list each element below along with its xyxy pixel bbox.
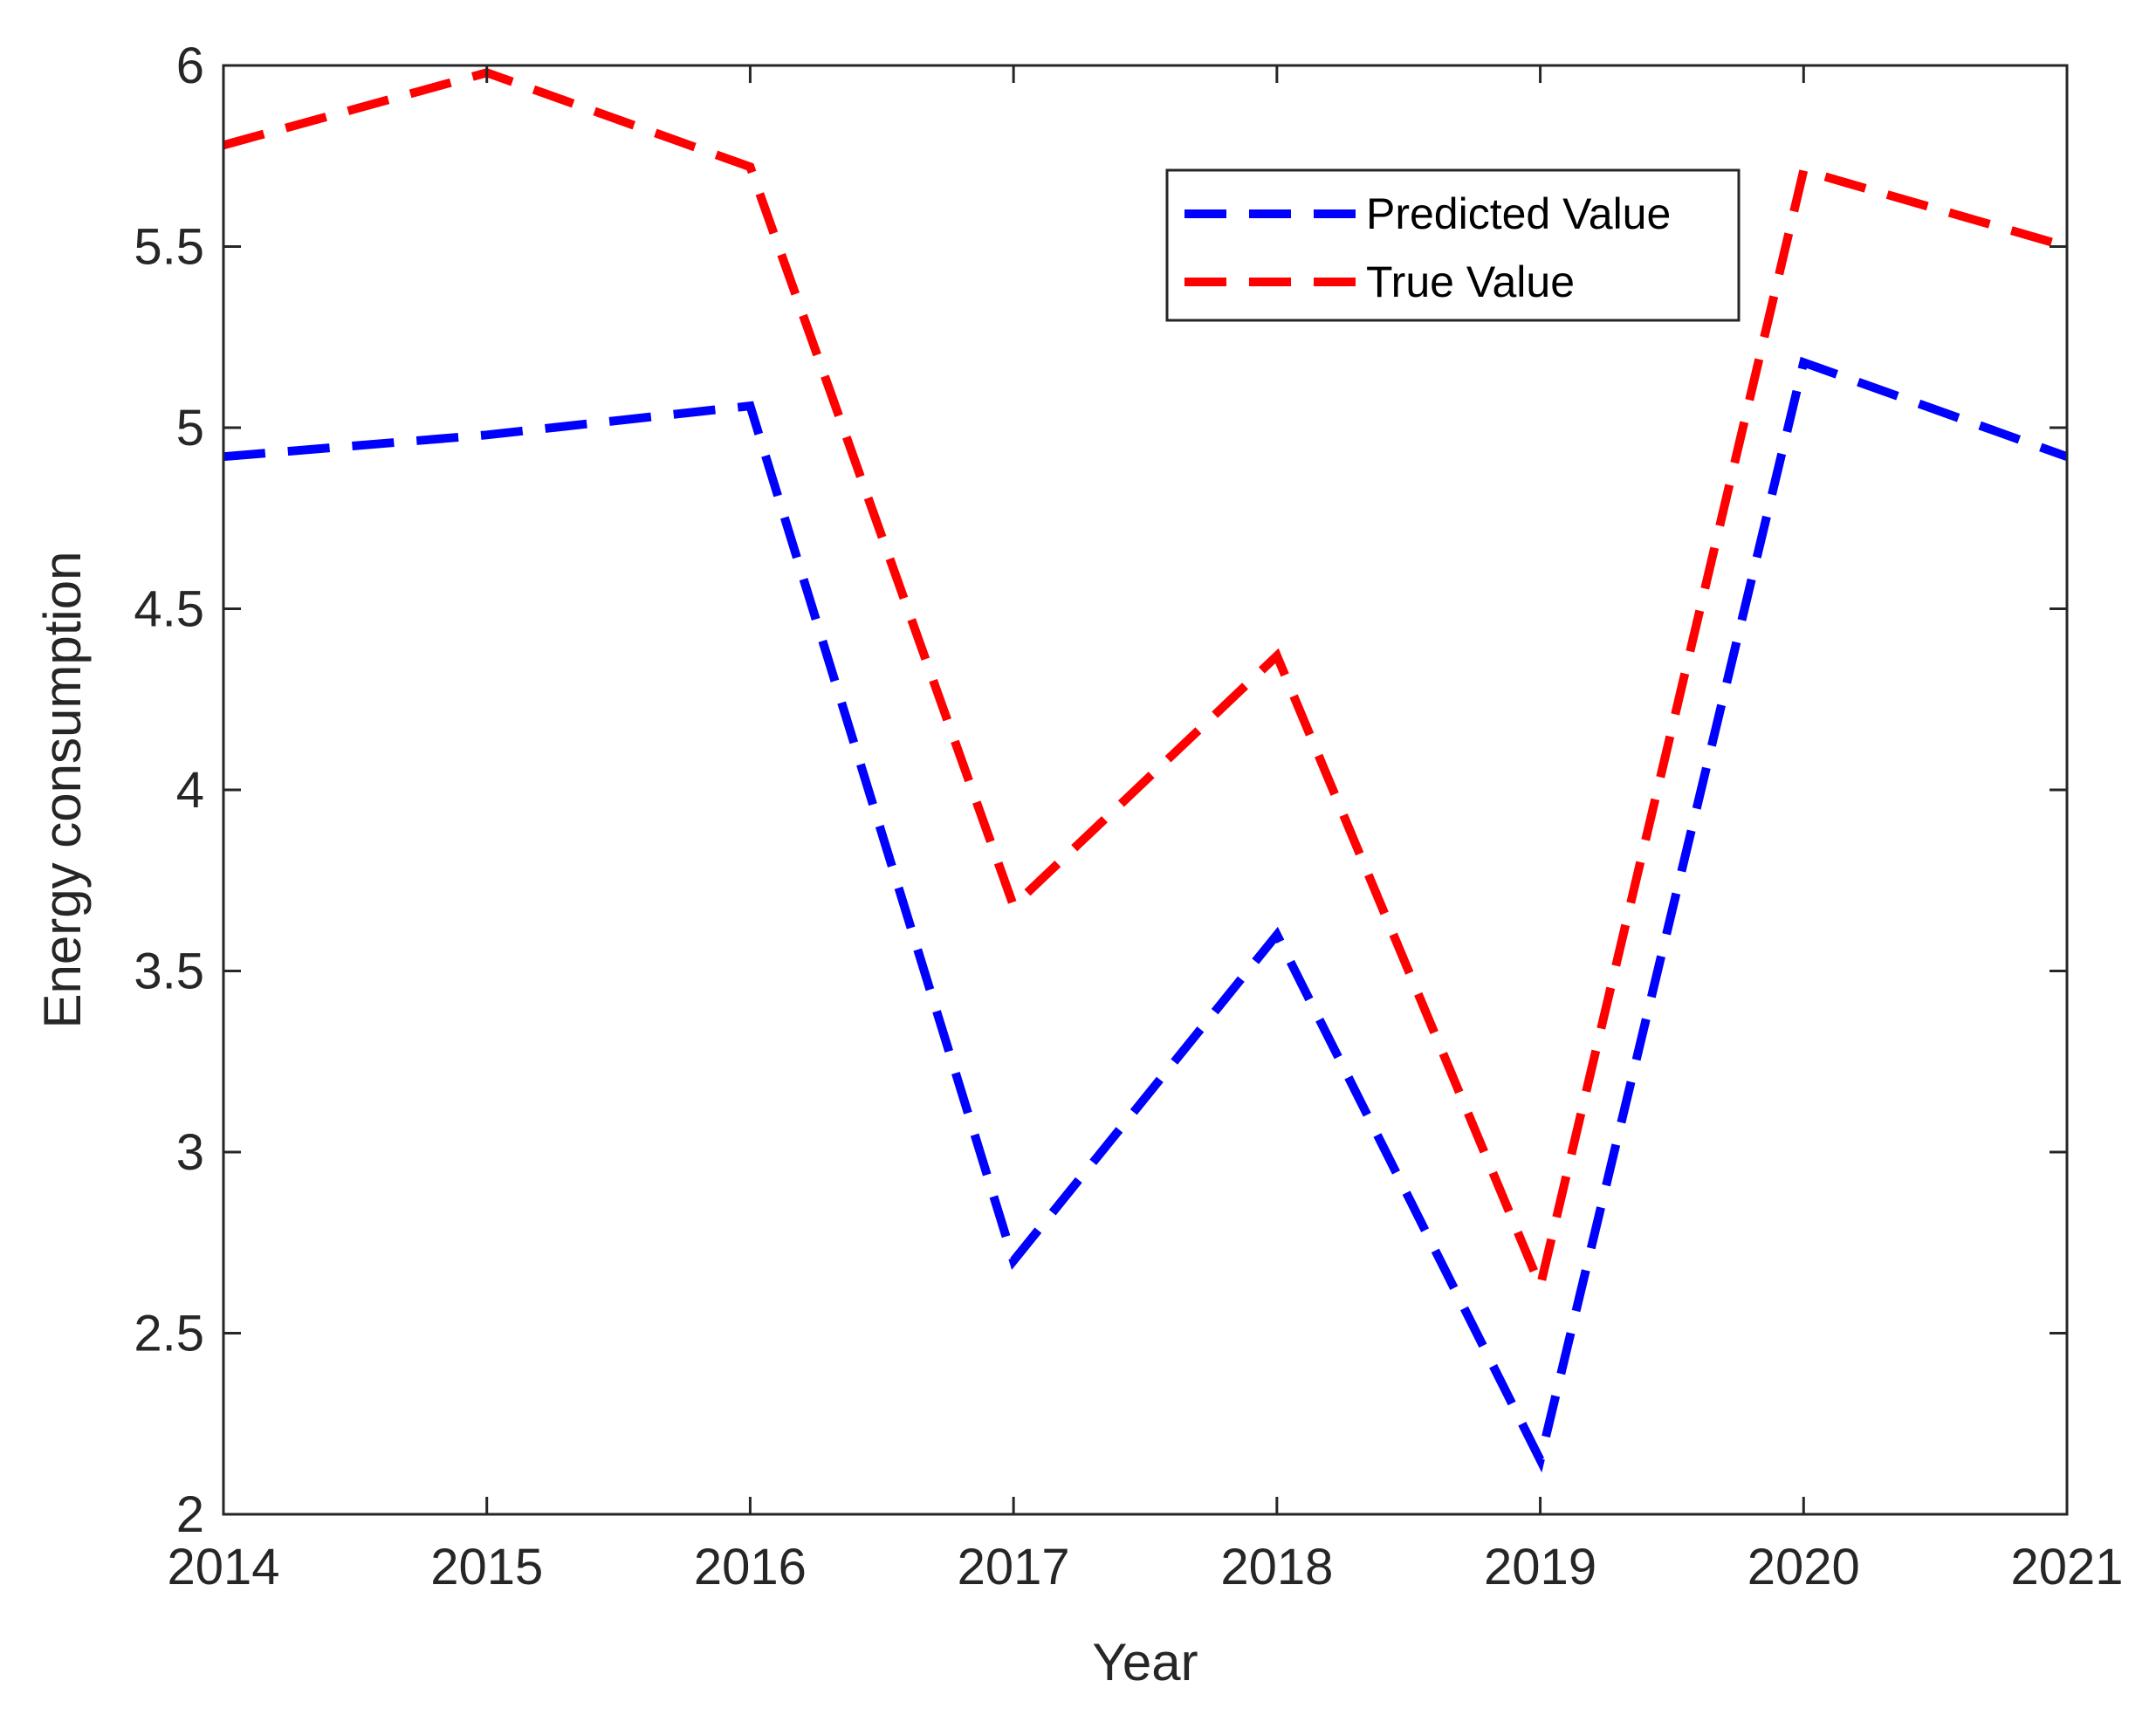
x-tick-label: 2018	[1220, 1539, 1333, 1595]
series-line-predicted-value	[223, 356, 2069, 1473]
x-tick-label: 2020	[1747, 1539, 1860, 1595]
x-tick-label: 2014	[167, 1539, 279, 1595]
ticks-layer: 2014 2015 2016 2017 2018 2019 2020 2021 2 2.5 3 3.5…	[134, 38, 2123, 1595]
y-tick-label: 4	[176, 762, 204, 819]
legend-label-predicted-value: Predicted Value	[1366, 189, 1671, 238]
y-axis-title: Energy consumption	[33, 552, 92, 1029]
legend-label-true-value: True Value	[1366, 257, 1575, 306]
y-tick-label: 2.5	[134, 1306, 204, 1362]
y-tick-label: 6	[176, 38, 204, 94]
x-tick-label: 2021	[2010, 1539, 2123, 1595]
y-tick-label: 5.5	[134, 219, 204, 276]
series-layer	[222, 68, 2069, 1473]
y-tick-label: 5	[176, 400, 204, 456]
x-tick-label: 2016	[694, 1539, 807, 1595]
x-tick-label: 2015	[430, 1539, 543, 1595]
y-tick-label: 4.5	[134, 581, 204, 638]
legend-box	[1165, 168, 1741, 322]
series-line-true-value	[222, 68, 2069, 1300]
y-tick-label: 3.5	[134, 943, 204, 1000]
y-tick-label: 2	[176, 1486, 204, 1543]
y-tick-label: 3	[176, 1124, 204, 1181]
x-tick-label: 2019	[1484, 1539, 1596, 1595]
legend: Predicted Value True Value	[1165, 168, 1741, 322]
x-axis-title: Year	[1092, 1633, 1198, 1691]
plot-area	[223, 65, 2067, 1514]
x-tick-label: 2017	[958, 1539, 1070, 1595]
